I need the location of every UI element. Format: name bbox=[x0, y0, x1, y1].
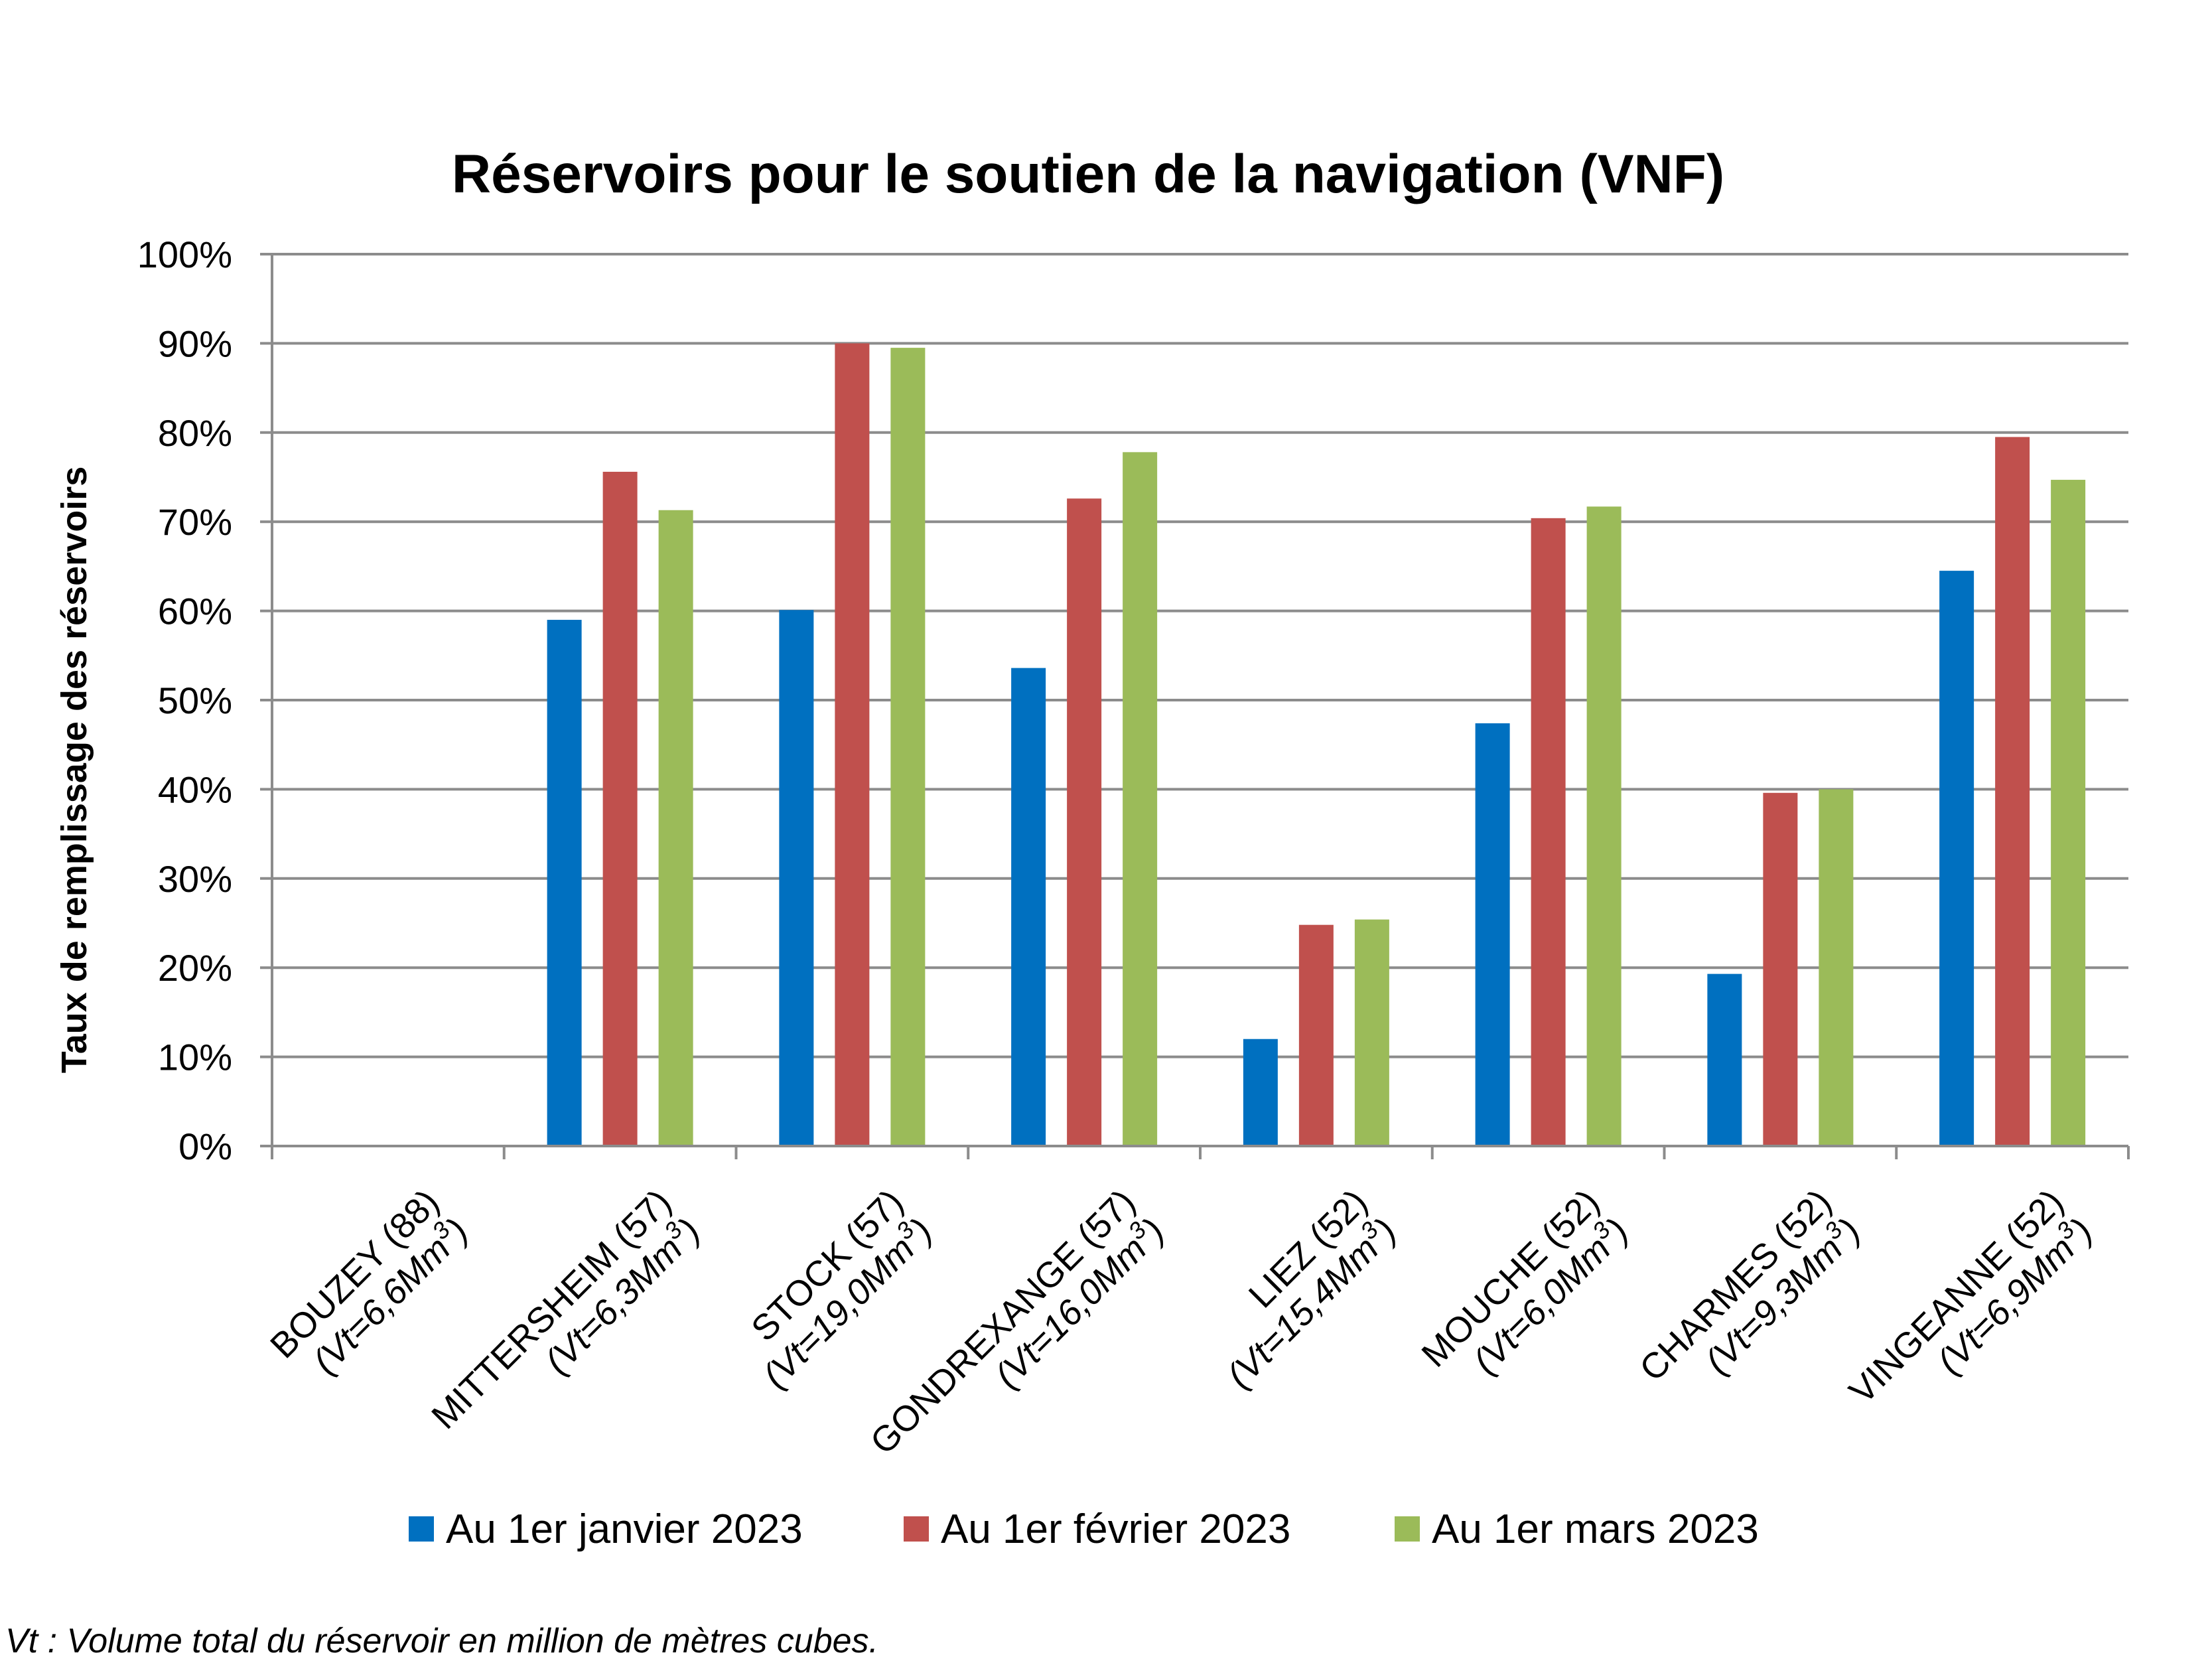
legend-label-3: Au 1er mars 2023 bbox=[1432, 1506, 1759, 1552]
x-tick-label: MITTERSHEIM (57)(Vt=6,3Mm3) bbox=[424, 1182, 708, 1437]
axes bbox=[271, 254, 2130, 1159]
legend-label-1: Au 1er janvier 2023 bbox=[446, 1506, 803, 1552]
bar-2-3 bbox=[835, 343, 870, 1146]
bar-3-4 bbox=[1123, 452, 1158, 1147]
x-tick-label: STOCK (57)(Vt=19,0Mm3) bbox=[744, 1182, 940, 1396]
legend: Au 1er janvier 2023 Au 1er février 2023 Au… bbox=[409, 1506, 1759, 1552]
legend-label-2: Au 1er février 2023 bbox=[941, 1506, 1290, 1552]
y-tick-label: 10% bbox=[158, 1037, 232, 1078]
bar-3-5 bbox=[1354, 919, 1389, 1146]
bar-3-6 bbox=[1586, 506, 1622, 1146]
bar-3-8 bbox=[2051, 480, 2086, 1146]
x-tick-label: LIEZ (52)(Vt=15,4Mm3) bbox=[1219, 1182, 1404, 1396]
y-axis-ticks: 0% 10% 20% 30% 40% 50% 60% 70% 80% 90% 100% bbox=[137, 234, 272, 1167]
legend-swatch-1 bbox=[409, 1516, 434, 1542]
category-name: MITTERSHEIM (57) bbox=[424, 1182, 679, 1437]
chart-title: Réservoirs pour le soutien de la navigat… bbox=[452, 144, 1724, 204]
bars bbox=[547, 343, 2086, 1147]
bar-2-4 bbox=[1067, 498, 1102, 1146]
legend-swatch-2 bbox=[904, 1516, 929, 1542]
y-tick-label: 0% bbox=[178, 1125, 232, 1167]
x-tick-label: VINGEANNE (52)(Vt=6,9Mm3) bbox=[1842, 1182, 2101, 1411]
x-axis-ticks: BOUZEY (88)(Vt=6,6Mm3)MITTERSHEIM (57)(V… bbox=[263, 1182, 2101, 1462]
y-axis-label: Taux de remplissage des réservoirs bbox=[54, 467, 94, 1073]
legend-swatch-3 bbox=[1395, 1516, 1420, 1542]
bar-2-5 bbox=[1298, 924, 1334, 1146]
y-tick-label: 90% bbox=[158, 323, 232, 364]
bar-1-8 bbox=[1939, 571, 1974, 1146]
x-tick-label: BOUZEY (88)(Vt=6,6Mm3) bbox=[263, 1182, 476, 1382]
bar-1-3 bbox=[779, 610, 814, 1146]
y-tick-label: 100% bbox=[137, 234, 232, 275]
bar-1-4 bbox=[1011, 668, 1046, 1146]
y-tick-label: 50% bbox=[158, 680, 232, 721]
y-tick-label: 20% bbox=[158, 947, 232, 989]
y-tick-label: 60% bbox=[158, 591, 232, 632]
bar-1-6 bbox=[1475, 723, 1510, 1146]
y-tick-label: 40% bbox=[158, 768, 232, 810]
x-tick-label: MOUCHE (52)(Vt=6,0Mm3) bbox=[1414, 1182, 1635, 1382]
bar-3-7 bbox=[1819, 789, 1854, 1146]
x-tick-label: CHARMES (52)(Vt=9,3Mm3) bbox=[1632, 1182, 1868, 1389]
footnote: Vt : Volume total du réservoir en millio… bbox=[5, 1622, 878, 1659]
y-tick-label: 70% bbox=[158, 501, 232, 543]
bar-3-2 bbox=[658, 510, 693, 1146]
bar-2-7 bbox=[1763, 792, 1798, 1146]
bar-2-2 bbox=[602, 471, 638, 1146]
y-tick-label: 30% bbox=[158, 858, 232, 900]
bar-1-2 bbox=[547, 620, 582, 1146]
bar-1-7 bbox=[1707, 974, 1742, 1146]
y-tick-label: 80% bbox=[158, 412, 232, 454]
bar-2-8 bbox=[1995, 437, 2030, 1146]
bar-2-6 bbox=[1531, 518, 1566, 1146]
bar-3-3 bbox=[890, 348, 926, 1146]
bar-1-5 bbox=[1243, 1039, 1278, 1146]
